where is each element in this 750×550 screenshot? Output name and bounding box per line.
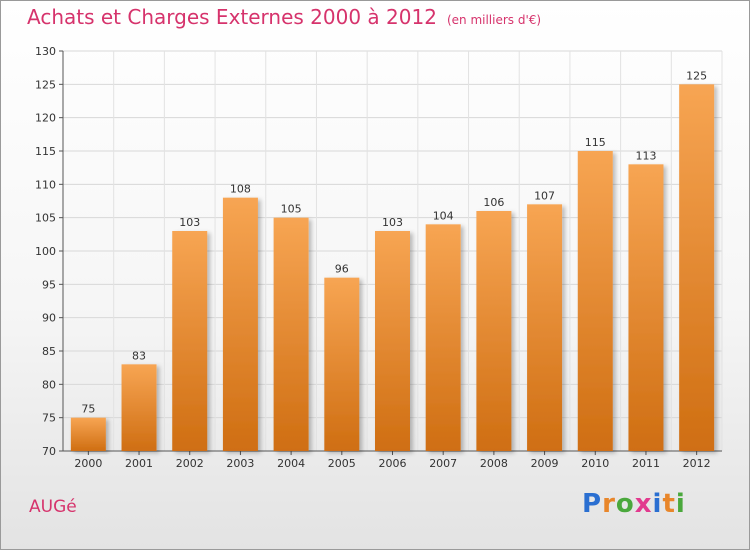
y-tick-label: 115 xyxy=(35,145,56,158)
bar-value-label: 108 xyxy=(230,183,251,196)
x-tick-label: 2002 xyxy=(176,457,204,470)
bar xyxy=(375,231,410,451)
brand-letter: o xyxy=(615,489,635,519)
brand-letter: r xyxy=(602,489,616,519)
bar-value-label: 96 xyxy=(335,263,349,276)
chart-title: Achats et Charges Externes 2000 à 2012 xyxy=(27,5,437,29)
bar xyxy=(273,217,309,451)
chart-subtitle: (en milliers d'€) xyxy=(446,13,542,27)
bar xyxy=(679,84,715,451)
y-tick-label: 125 xyxy=(35,78,56,91)
bar-value-label: 125 xyxy=(686,69,707,82)
y-tick-label: 85 xyxy=(42,345,56,358)
x-tick-label: 2011 xyxy=(632,457,660,470)
bar-value-label: 107 xyxy=(534,189,555,202)
bar-value-label: 83 xyxy=(132,349,146,362)
x-tick-label: 2005 xyxy=(328,457,356,470)
bar xyxy=(222,197,258,451)
bar xyxy=(172,231,208,451)
bars xyxy=(70,84,715,452)
x-tick-label: 2012 xyxy=(683,457,711,470)
y-tick-label: 70 xyxy=(42,445,56,458)
x-tick-label: 2004 xyxy=(277,457,305,470)
bar xyxy=(527,204,563,451)
bar xyxy=(476,211,512,451)
bar-value-label: 103 xyxy=(382,216,403,229)
y-tick-label: 130 xyxy=(35,45,56,58)
bar xyxy=(425,224,461,451)
commune-name: AUGé xyxy=(29,497,77,517)
y-tick-label: 120 xyxy=(35,112,56,125)
bar-value-label: 113 xyxy=(635,149,656,162)
x-tick-label: 2008 xyxy=(480,457,508,470)
y-tick-label: 95 xyxy=(42,278,56,291)
x-tick-label: 2009 xyxy=(531,457,559,470)
brand-letter: i xyxy=(652,489,663,519)
bar xyxy=(121,364,157,451)
labels: 70 75 80 85 90 95 100 105 110 115 120 125 130 75 2000 8… xyxy=(35,45,711,470)
bar xyxy=(70,417,106,451)
brand-letter: P xyxy=(582,489,603,519)
y-tick-label: 90 xyxy=(42,312,56,325)
brand-letter: x xyxy=(634,489,653,519)
bar-value-label: 103 xyxy=(179,216,200,229)
bar-value-label: 75 xyxy=(81,403,95,416)
bar xyxy=(324,277,360,451)
bar-value-label: 115 xyxy=(585,136,606,149)
brand-letter: i xyxy=(675,489,686,519)
bar-value-label: 106 xyxy=(483,196,504,209)
bar xyxy=(628,164,664,452)
x-tick-label: 2003 xyxy=(226,457,254,470)
brand-letter: t xyxy=(662,489,676,519)
bar xyxy=(577,151,613,451)
x-tick-label: 2006 xyxy=(379,457,407,470)
x-tick-label: 2000 xyxy=(74,457,102,470)
x-tick-label: 2001 xyxy=(125,457,153,470)
bar-value-label: 104 xyxy=(433,209,454,222)
y-tick-label: 110 xyxy=(35,178,56,191)
y-tick-label: 75 xyxy=(42,412,56,425)
x-tick-label: 2010 xyxy=(581,457,609,470)
title-row: Achats et Charges Externes 2000 à 2012 (e… xyxy=(27,5,541,29)
bar-value-label: 105 xyxy=(281,203,302,216)
y-tick-label: 100 xyxy=(35,245,56,258)
x-tick-label: 2007 xyxy=(429,457,457,470)
y-tick-label: 80 xyxy=(42,378,56,391)
proxiti-logo[interactable]: Proxiti xyxy=(582,489,686,519)
y-tick-label: 105 xyxy=(35,212,56,225)
